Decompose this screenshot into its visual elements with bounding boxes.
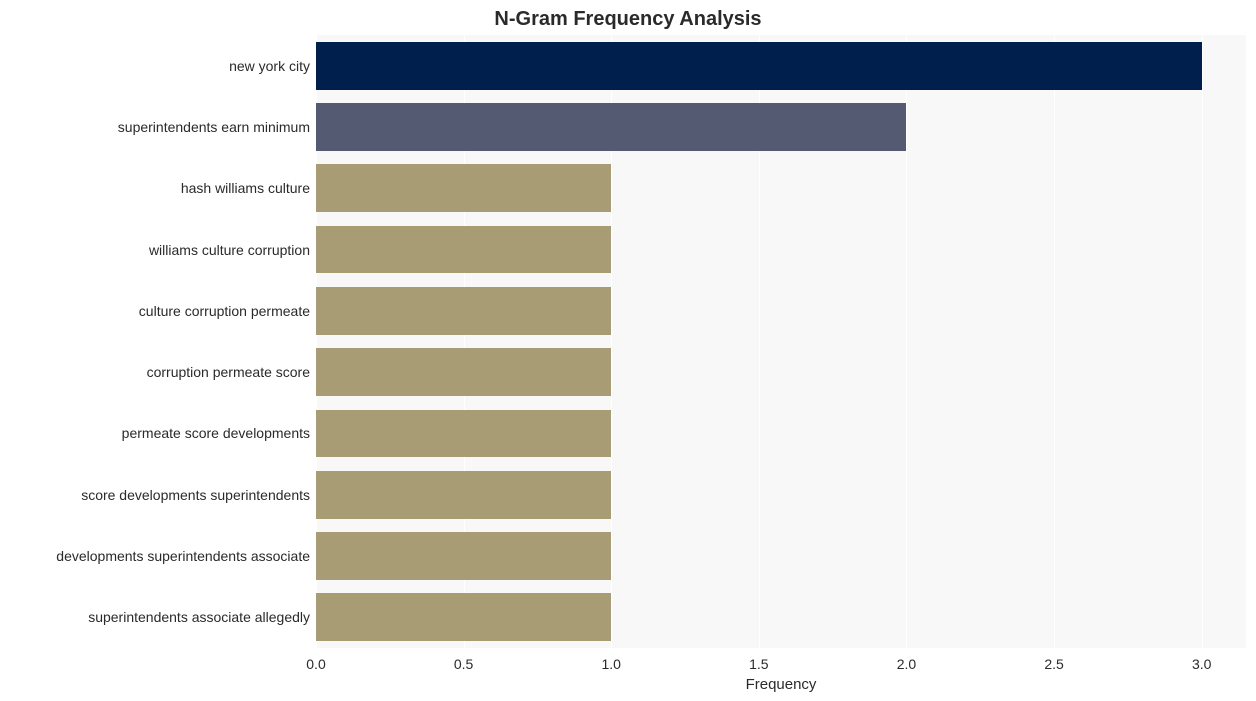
chart-title: N-Gram Frequency Analysis bbox=[0, 8, 1256, 31]
y-tick-label: developments superintendents associate bbox=[56, 548, 310, 564]
bar bbox=[316, 287, 611, 335]
y-tick-label: culture corruption permeate bbox=[139, 303, 310, 319]
y-tick-label: permeate score developments bbox=[122, 425, 310, 441]
bar bbox=[316, 593, 611, 641]
y-tick-label: score developments superintendents bbox=[81, 487, 310, 503]
x-tick-label: 0.5 bbox=[454, 656, 473, 672]
grid-line bbox=[1054, 35, 1055, 648]
bar bbox=[316, 226, 611, 274]
bar bbox=[316, 410, 611, 458]
y-tick-label: new york city bbox=[229, 58, 310, 74]
y-tick-label: williams culture corruption bbox=[149, 242, 310, 258]
y-tick-label: superintendents associate allegedly bbox=[88, 609, 310, 625]
x-tick-label: 1.0 bbox=[602, 656, 621, 672]
y-axis-labels-container: new york city superintendents earn minimu… bbox=[0, 35, 316, 648]
bar bbox=[316, 164, 611, 212]
bar bbox=[316, 348, 611, 396]
plot-area bbox=[316, 35, 1246, 648]
y-tick-label: hash williams culture bbox=[181, 180, 310, 196]
x-tick-label: 2.5 bbox=[1044, 656, 1063, 672]
y-tick-label: corruption permeate score bbox=[147, 364, 310, 380]
x-tick-label: 0.0 bbox=[306, 656, 325, 672]
grid-line bbox=[1202, 35, 1203, 648]
x-tick-label: 2.0 bbox=[897, 656, 916, 672]
bar bbox=[316, 103, 906, 151]
y-tick-label: superintendents earn minimum bbox=[118, 119, 310, 135]
x-tick-label: 3.0 bbox=[1192, 656, 1211, 672]
x-tick-label: 1.5 bbox=[749, 656, 768, 672]
bar bbox=[316, 532, 611, 580]
x-axis-label: Frequency bbox=[746, 676, 817, 693]
grid-line bbox=[906, 35, 907, 648]
bar bbox=[316, 471, 611, 519]
bar bbox=[316, 42, 1202, 90]
